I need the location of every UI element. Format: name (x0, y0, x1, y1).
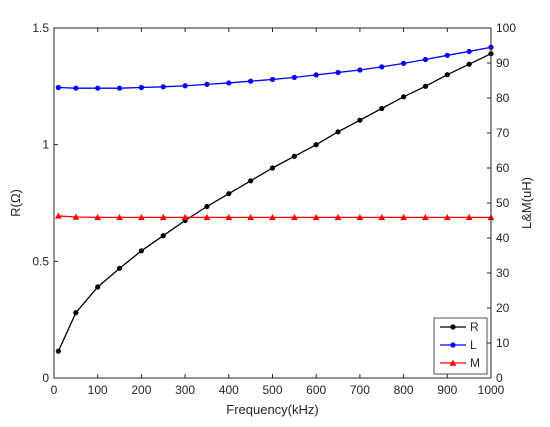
legend-l-marker (450, 342, 456, 348)
series-r-point (55, 348, 61, 354)
series-r-point (444, 72, 450, 78)
x-tick-label: 400 (219, 383, 239, 397)
series-l-point (313, 72, 319, 78)
legend-m-marker (449, 359, 457, 366)
y-right-tick-label: 60 (496, 161, 510, 175)
series-l-point (73, 85, 79, 91)
series-l-point (160, 84, 166, 90)
series-r-point (357, 117, 363, 123)
series-m-point (203, 213, 211, 221)
series-r-point (116, 265, 123, 271)
plot-frame (53, 27, 492, 379)
x-tick-label: 700 (350, 383, 370, 397)
series-r-point (269, 165, 276, 171)
series-l-point (422, 56, 429, 63)
y-right-tick-label: 100 (496, 21, 516, 35)
series-l-point (182, 83, 188, 89)
series-m-point (159, 213, 167, 221)
series-l-point (226, 80, 232, 86)
y-right-tick-label: 10 (496, 336, 510, 350)
y-right-tick-label: 50 (496, 196, 510, 210)
series-m-point (72, 213, 80, 220)
series-m-point (138, 213, 145, 221)
series-m-point (269, 213, 276, 221)
y-left-tick-label: 1 (42, 138, 49, 152)
series-m-point (116, 213, 123, 221)
series-r-point (401, 94, 407, 100)
series-m-point (356, 213, 364, 221)
series-m-point (225, 213, 233, 221)
x-tick-label: 1000 (478, 383, 505, 397)
series-m-point (422, 213, 429, 221)
legend-m-label: M (470, 356, 480, 370)
legend: RLM (433, 317, 488, 375)
series-r-point (248, 178, 254, 184)
series-m-point (378, 213, 386, 221)
series-m-point (400, 213, 407, 221)
series-l-point (379, 64, 385, 70)
y-right-tick-label: 90 (496, 56, 510, 70)
series-r-point (379, 105, 385, 112)
y-right-tick-label: 70 (496, 126, 510, 140)
series-r-point (422, 83, 429, 89)
series-l-point (55, 84, 61, 91)
y-axis-left-title: R(Ω) (8, 189, 23, 217)
series-m-point (54, 212, 62, 219)
series-l-point (138, 84, 144, 91)
series-l-point (204, 81, 210, 87)
y-right-tick-label: 40 (496, 231, 510, 245)
y-right-tick-label: 30 (496, 266, 510, 280)
series-l-point (116, 85, 123, 91)
x-tick-label: 900 (437, 383, 457, 397)
x-tick-label: 300 (175, 383, 195, 397)
y-left-tick-label: 0.5 (32, 254, 49, 268)
series-r-point (138, 248, 144, 254)
tick-labels-layer: 0 100 200 300 400 500 600 700 800 900 100000.511.5… (32, 21, 516, 397)
y-right-tick-label: 0 (496, 371, 503, 385)
series-r-point (335, 129, 341, 135)
x-tick-label: 0 (51, 383, 58, 397)
series-l-point (95, 85, 101, 91)
x-tick-label: 800 (394, 383, 414, 397)
series-m-point (465, 213, 473, 221)
y-left-tick-label: 0 (42, 371, 49, 385)
series-m-point (181, 213, 189, 221)
series-r-point (466, 61, 472, 67)
series-l-point (335, 69, 341, 76)
series-m-point (94, 213, 102, 221)
y-right-tick-label: 20 (496, 301, 510, 315)
x-axis-title: Frequency(kHz) (226, 402, 318, 417)
series-m-point (247, 213, 255, 221)
series-l-point (269, 76, 276, 83)
x-tick-label: 600 (306, 383, 326, 397)
series-m-point (443, 213, 451, 221)
y-right-tick-label: 80 (496, 91, 510, 105)
series-l-point (401, 60, 407, 66)
series-m-point (334, 213, 342, 221)
plot-area (54, 28, 491, 378)
x-tick-label: 200 (131, 383, 151, 397)
legend-r-marker (450, 324, 456, 330)
series-r-point (73, 310, 79, 316)
series-r-point (313, 142, 319, 148)
legend-l-label: L (470, 338, 477, 352)
y-axis-right-title: L&M(uH) (519, 177, 534, 229)
series-r-point (291, 153, 297, 159)
series-l-point (466, 48, 472, 55)
series-l-point (444, 52, 450, 58)
x-tick-label: 500 (262, 383, 282, 397)
series-r-point (160, 233, 166, 239)
series-l-point (291, 74, 297, 80)
series-l-point (357, 67, 363, 73)
series-r-point (226, 191, 232, 197)
series-r-point (95, 284, 101, 290)
series-m-point (312, 213, 320, 221)
x-tick-label: 100 (88, 383, 108, 397)
legend-r-label: R (470, 320, 479, 334)
y-left-tick-label: 1.5 (32, 21, 49, 35)
series-l-point (248, 78, 254, 84)
series-m-point (290, 213, 298, 221)
series-r-point (204, 203, 210, 210)
